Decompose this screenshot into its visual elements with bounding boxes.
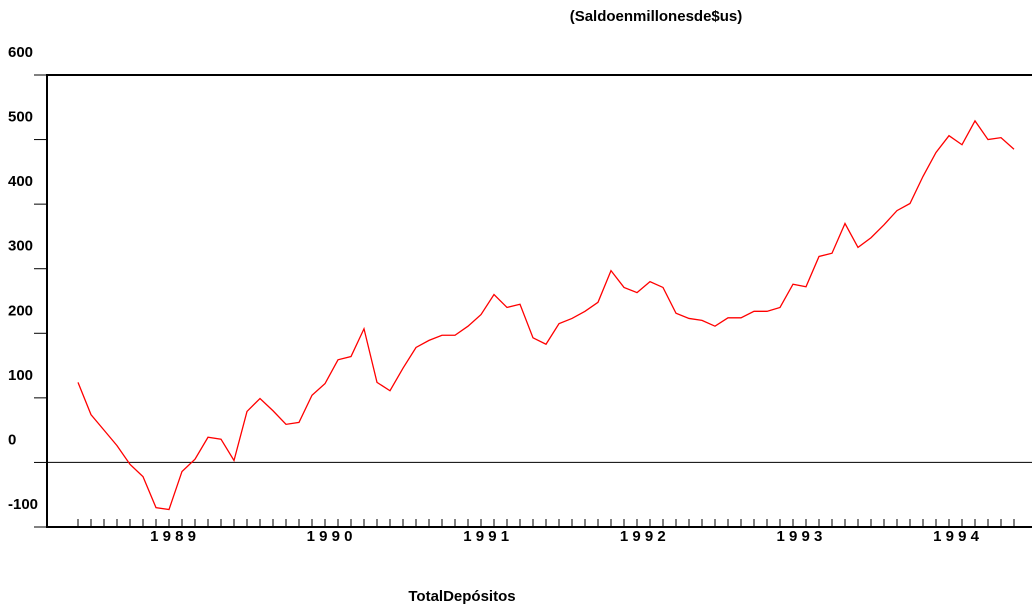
y-tick-label: 500	[8, 109, 33, 126]
chart-title: (Saldoenmillonesde$us)	[570, 8, 743, 25]
y-tick-label: 0	[8, 431, 16, 448]
data-line	[77, 119, 1015, 511]
x-group-label: 1 9 9 1	[463, 528, 509, 545]
y-tick-label: 400	[8, 173, 33, 190]
y-tick-label: 100	[8, 367, 33, 384]
x-group-label: 1 9 9 3	[776, 528, 822, 545]
plot-frame	[46, 74, 1032, 528]
y-tick-label: 200	[8, 302, 33, 319]
y-tick-label: -100	[8, 496, 38, 513]
x-axis-title: TotalDepósitos	[408, 588, 515, 605]
x-group-label: 1 9 9 4	[933, 528, 980, 545]
x-group-label: 1 9 9 2	[620, 528, 666, 545]
y-tick-label: 600	[8, 44, 33, 61]
x-group-label: 1 9 8 9	[150, 528, 196, 545]
y-tick-label: 300	[8, 238, 33, 255]
x-group-label: 1 9 9 0	[307, 528, 353, 545]
